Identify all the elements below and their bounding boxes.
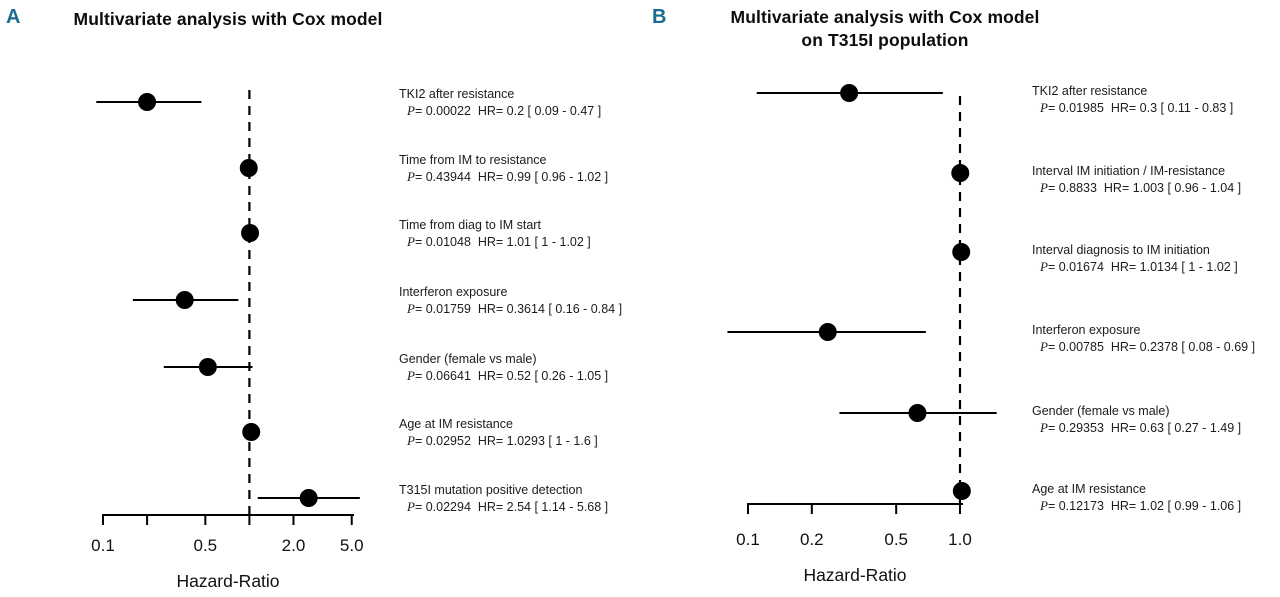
row-statistics-values: = 0.29353 HR= 0.63 [ 0.27 - 1.49 ] — [1047, 420, 1242, 435]
hr-point — [908, 404, 927, 422]
row-label: Interferon exposure P= 0.01759 HR= 0.3614… — [399, 284, 622, 317]
p-symbol: P — [1040, 338, 1048, 354]
row-statistics-values: = 0.02952 HR= 1.0293 [ 1 - 1.6 ] — [414, 433, 598, 448]
panel-b-title-line1: Multivariate analysis with Cox model — [730, 7, 1040, 27]
row-statistics: P= 0.00022 HR= 0.2 [ 0.09 - 0.47 ] — [399, 103, 601, 120]
row-variable-name: Interferon exposure — [399, 285, 508, 299]
hr-point — [198, 358, 217, 376]
panel-a-title: Multivariate analysis with Cox model — [36, 8, 420, 31]
row-statistics: P= 0.02952 HR= 1.0293 [ 1 - 1.6 ] — [399, 433, 598, 450]
row-statistics: P= 0.06641 HR= 0.52 [ 0.26 - 1.05 ] — [399, 368, 608, 385]
row-variable-name: Gender (female vs male) — [399, 352, 537, 366]
hr-point — [175, 291, 194, 309]
row-statistics: P= 0.29353 HR= 0.63 [ 0.27 - 1.49 ] — [1032, 420, 1241, 437]
panel-a-title-line1: Multivariate analysis with Cox model — [73, 9, 383, 29]
row-label: Interval diagnosis to IM initiation P= 0.… — [1032, 242, 1238, 275]
p-symbol: P — [407, 300, 415, 316]
row-label: Interferon exposure P= 0.00785 HR= 0.2378… — [1032, 322, 1255, 355]
p-symbol: P — [1040, 179, 1048, 195]
p-symbol: P — [1040, 258, 1048, 274]
row-label: Age at IM resistance P= 0.12173 HR= 1.02 … — [1032, 481, 1241, 514]
x-axis-tick-label: 0.5 — [884, 530, 908, 549]
p-symbol: P — [407, 498, 415, 514]
row-statistics: P= 0.01048 HR= 1.01 [ 1 - 1.02 ] — [399, 234, 591, 251]
hr-point — [241, 224, 260, 242]
row-statistics-values: = 0.8833 HR= 1.003 [ 0.96 - 1.04 ] — [1047, 180, 1242, 195]
x-axis-title: Hazard-Ratio — [803, 565, 906, 585]
row-statistics: P= 0.00785 HR= 0.2378 [ 0.08 - 0.69 ] — [1032, 339, 1255, 356]
row-statistics-values: = 0.12173 HR= 1.02 [ 0.99 - 1.06 ] — [1047, 498, 1242, 513]
row-statistics: P= 0.01674 HR= 1.0134 [ 1 - 1.02 ] — [1032, 259, 1238, 276]
row-statistics: P= 0.8833 HR= 1.003 [ 0.96 - 1.04 ] — [1032, 180, 1241, 197]
hr-point — [239, 159, 258, 177]
row-statistics: P= 0.01759 HR= 0.3614 [ 0.16 - 0.84 ] — [399, 301, 622, 318]
row-label: Time from IM to resistance P= 0.43944 HR=… — [399, 152, 608, 185]
x-axis-tick-label: 0.1 — [91, 536, 115, 555]
row-statistics: P= 0.01985 HR= 0.3 [ 0.11 - 0.83 ] — [1032, 100, 1233, 117]
row-label: TKI2 after resistance P= 0.00022 HR= 0.2 … — [399, 86, 601, 119]
hr-point — [951, 164, 970, 182]
hr-point — [138, 93, 157, 111]
p-symbol: P — [407, 168, 415, 184]
p-symbol: P — [1040, 419, 1048, 435]
hr-point — [299, 489, 318, 507]
row-label: Interval IM initiation / IM-resistance P=… — [1032, 163, 1241, 196]
p-symbol: P — [1040, 99, 1048, 115]
x-axis-title: Hazard-Ratio — [176, 571, 279, 591]
row-variable-name: TKI2 after resistance — [1032, 84, 1148, 98]
row-variable-name: Interval IM initiation / IM-resistance — [1032, 164, 1226, 178]
hr-point — [242, 423, 261, 441]
row-statistics-values: = 0.43944 HR= 0.99 [ 0.96 - 1.02 ] — [414, 169, 609, 184]
hr-point — [818, 323, 837, 341]
row-variable-name: Interval diagnosis to IM initiation — [1032, 243, 1210, 257]
row-statistics-values: = 0.01759 HR= 0.3614 [ 0.16 - 0.84 ] — [414, 301, 623, 316]
row-label: Gender (female vs male) P= 0.06641 HR= 0.… — [399, 351, 608, 384]
x-axis-tick-label: 1.0 — [948, 530, 972, 549]
p-symbol: P — [407, 233, 415, 249]
row-statistics-values: = 0.02294 HR= 2.54 [ 1.14 - 5.68 ] — [414, 499, 609, 514]
row-variable-name: Age at IM resistance — [1032, 482, 1146, 496]
x-axis-tick-label: 0.5 — [194, 536, 218, 555]
row-statistics-values: = 0.01674 HR= 1.0134 [ 1 - 1.02 ] — [1047, 259, 1238, 274]
row-statistics: P= 0.43944 HR= 0.99 [ 0.96 - 1.02 ] — [399, 169, 608, 186]
row-statistics: P= 0.12173 HR= 1.02 [ 0.99 - 1.06 ] — [1032, 498, 1241, 515]
x-axis-tick-label: 5.0 — [340, 536, 364, 555]
row-statistics-values: = 0.01048 HR= 1.01 [ 1 - 1.02 ] — [414, 234, 591, 249]
panel-b-letter: B — [652, 6, 667, 28]
row-statistics: P= 0.02294 HR= 2.54 [ 1.14 - 5.68 ] — [399, 499, 608, 516]
hr-point — [840, 84, 859, 102]
x-axis-tick-label: 2.0 — [282, 536, 306, 555]
x-axis-tick-label: 0.2 — [800, 530, 824, 549]
row-statistics-values: = 0.00785 HR= 0.2378 [ 0.08 - 0.69 ] — [1047, 339, 1256, 354]
row-variable-name: Gender (female vs male) — [1032, 404, 1170, 418]
row-statistics-values: = 0.00022 HR= 0.2 [ 0.09 - 0.47 ] — [414, 103, 602, 118]
p-symbol: P — [407, 432, 415, 448]
p-symbol: P — [407, 102, 415, 118]
row-variable-name: Interferon exposure — [1032, 323, 1141, 337]
row-variable-name: T315I mutation positive detection — [399, 483, 583, 497]
row-statistics-values: = 0.06641 HR= 0.52 [ 0.26 - 1.05 ] — [414, 368, 609, 383]
hr-point — [952, 482, 971, 500]
row-variable-name: Age at IM resistance — [399, 417, 513, 431]
hr-point — [952, 243, 971, 261]
row-label: Age at IM resistance P= 0.02952 HR= 1.029… — [399, 416, 598, 449]
panel-b-title: Multivariate analysis with Cox model on … — [695, 6, 1075, 52]
p-symbol: P — [407, 367, 415, 383]
x-axis-tick-label: 0.1 — [736, 530, 760, 549]
row-label: TKI2 after resistance P= 0.01985 HR= 0.3 … — [1032, 83, 1233, 116]
panel-a-letter: A — [6, 6, 21, 28]
p-symbol: P — [1040, 497, 1048, 513]
row-variable-name: Time from IM to resistance — [399, 153, 547, 167]
row-label: T315I mutation positive detection P= 0.02… — [399, 482, 608, 515]
row-statistics-values: = 0.01985 HR= 0.3 [ 0.11 - 0.83 ] — [1047, 100, 1234, 115]
panel-b-title-line2: on T315I population — [801, 30, 969, 50]
row-variable-name: Time from diag to IM start — [399, 218, 541, 232]
row-label: Time from diag to IM start P= 0.01048 HR=… — [399, 217, 591, 250]
row-label: Gender (female vs male) P= 0.29353 HR= 0.… — [1032, 403, 1241, 436]
row-variable-name: TKI2 after resistance — [399, 87, 515, 101]
